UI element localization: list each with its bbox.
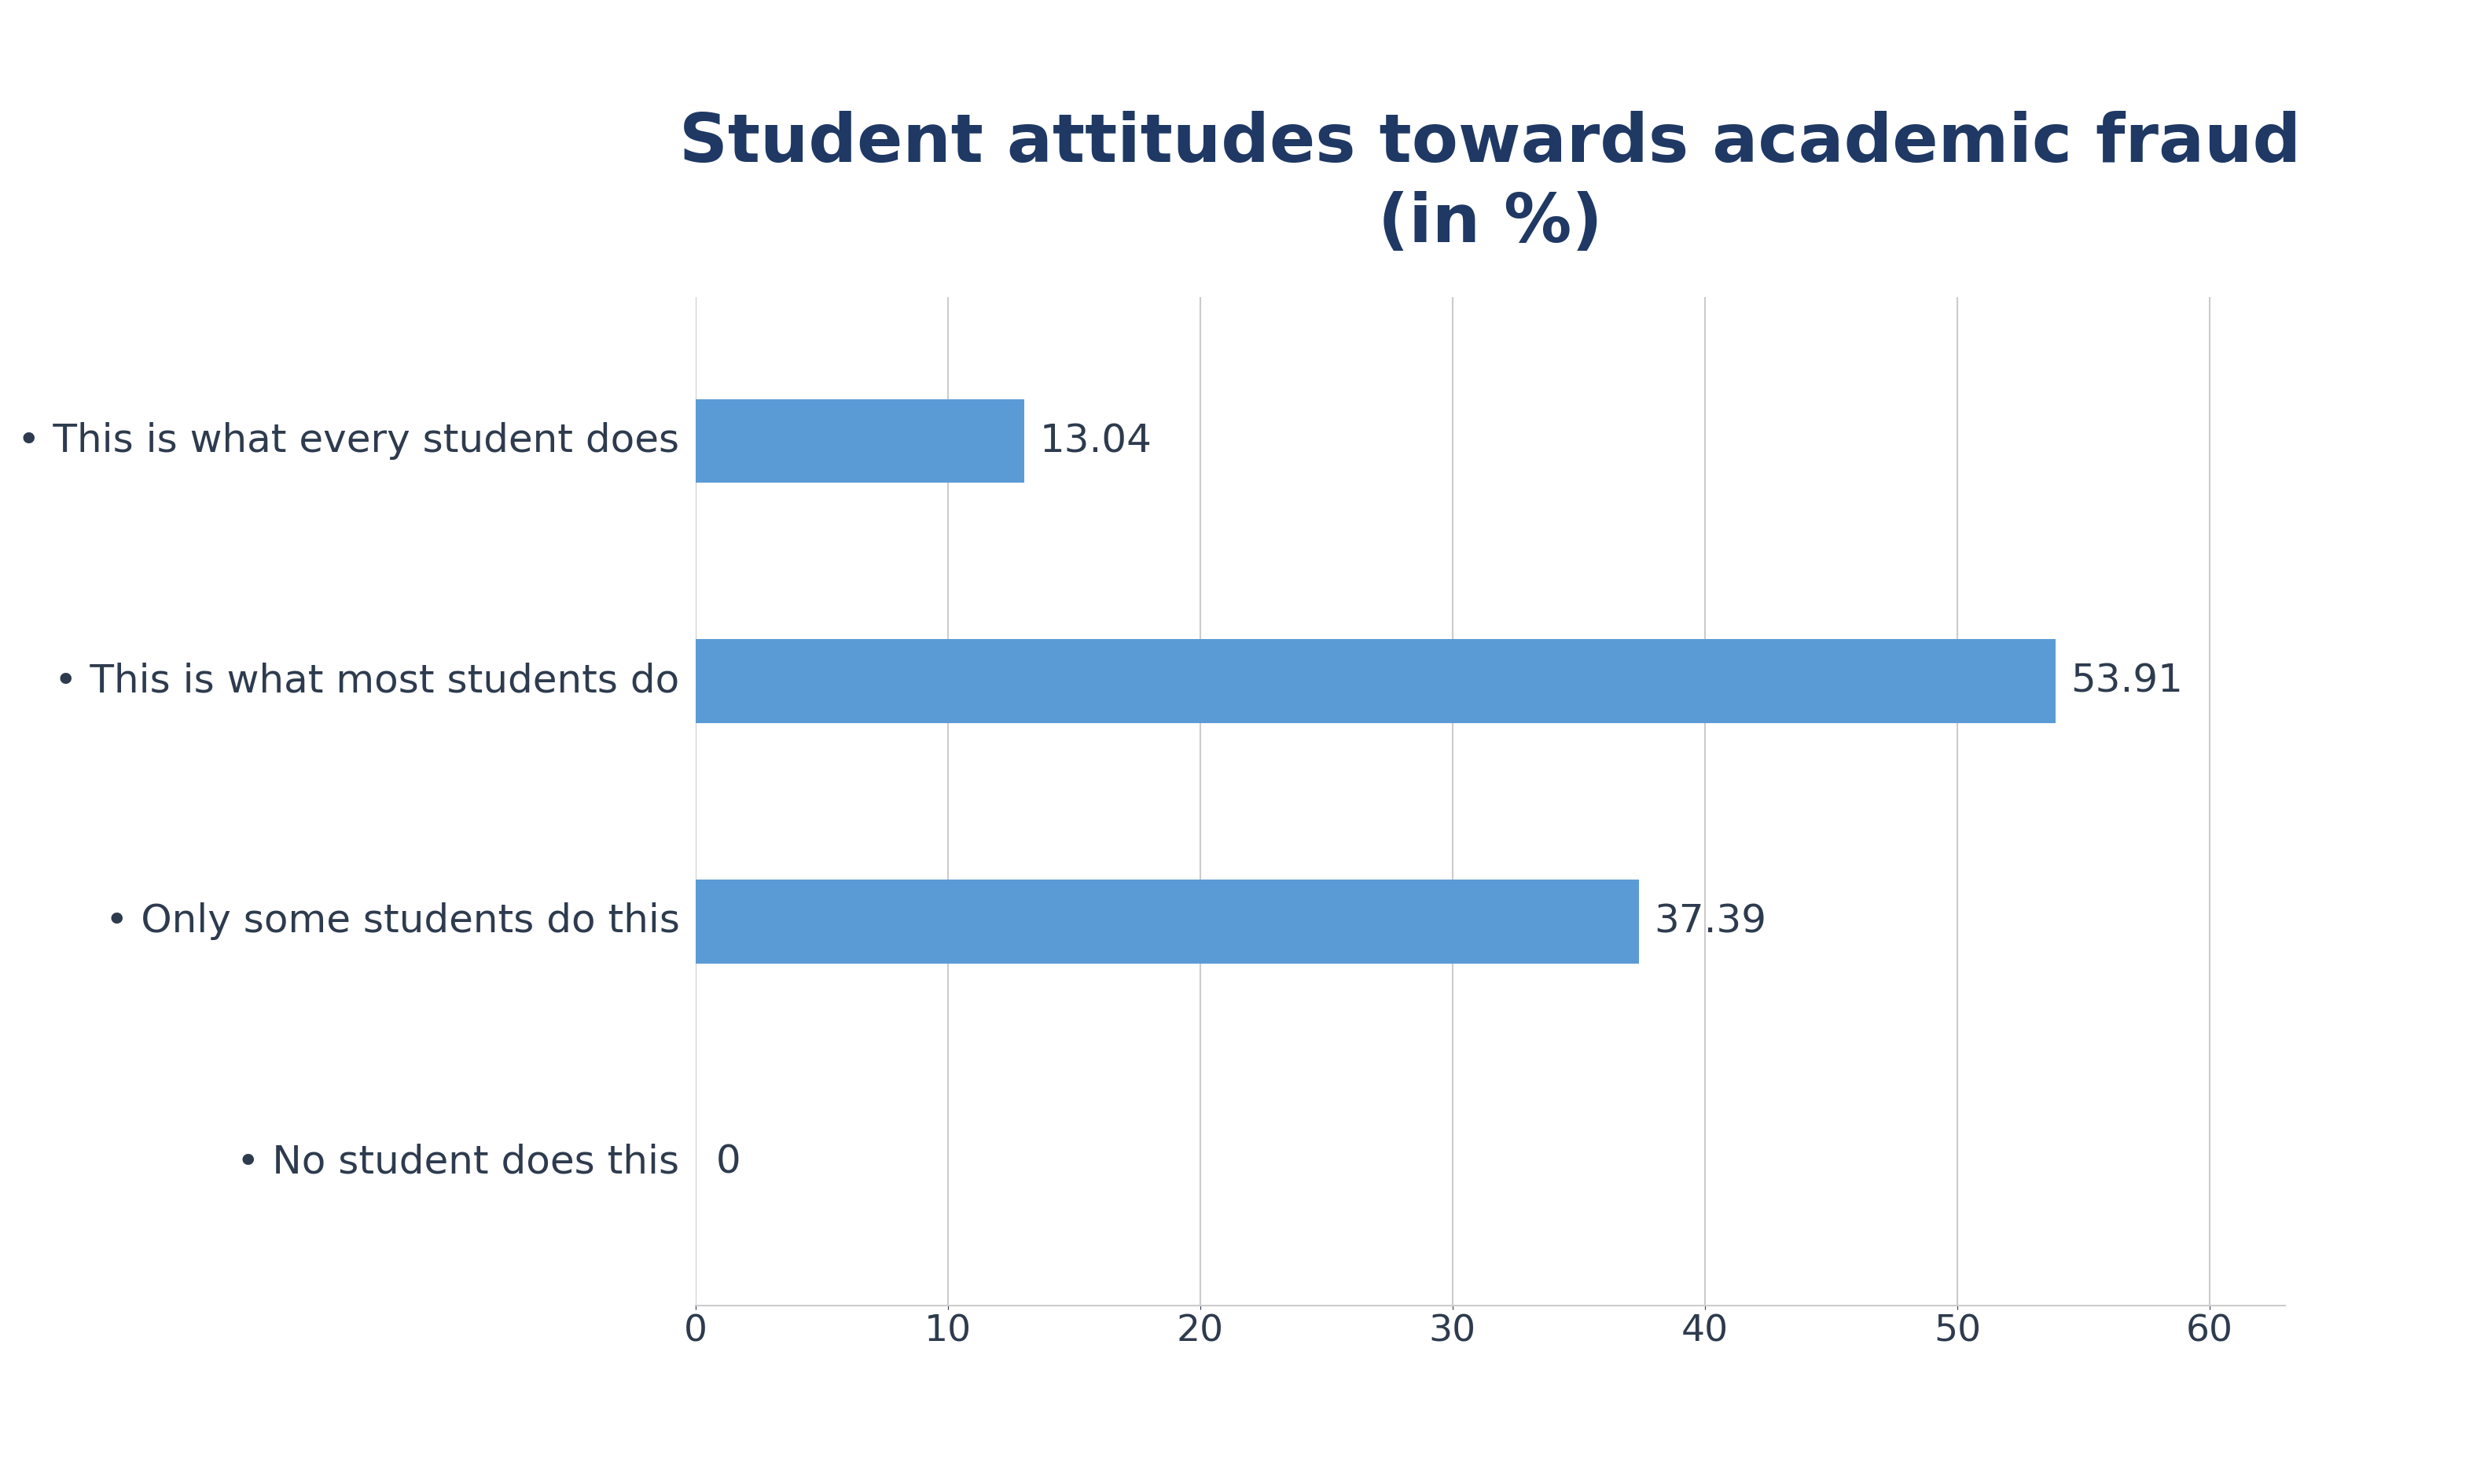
Text: • No student does this: • No student does this bbox=[236, 1143, 681, 1181]
Text: 37.39: 37.39 bbox=[1654, 902, 1766, 941]
Text: 0: 0 bbox=[715, 1143, 740, 1181]
Title: Student attitudes towards academic fraud
(in %): Student attitudes towards academic fraud… bbox=[681, 110, 2300, 257]
Bar bbox=[696, 880, 1639, 963]
Text: • This is what most students do: • This is what most students do bbox=[55, 662, 681, 700]
Text: 53.91: 53.91 bbox=[2072, 662, 2183, 700]
Text: • This is what every student does: • This is what every student does bbox=[17, 421, 681, 460]
Text: • Only some students do this: • Only some students do this bbox=[104, 902, 681, 941]
Text: 13.04: 13.04 bbox=[1041, 421, 1153, 460]
Bar bbox=[696, 640, 2057, 723]
Bar bbox=[696, 399, 1023, 482]
